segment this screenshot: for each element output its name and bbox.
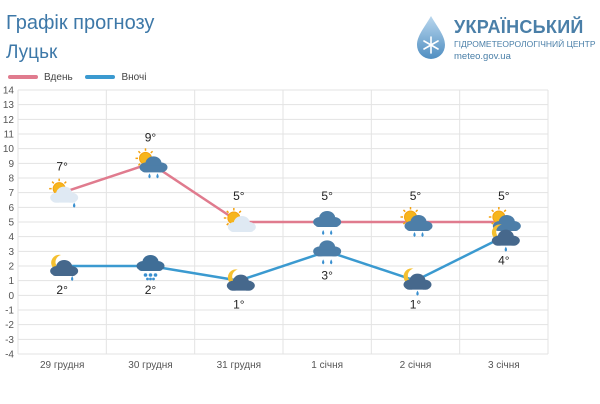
data-label-night: 2° [145, 283, 157, 297]
data-label-night: 2° [56, 283, 68, 297]
x-tick-label: 1 січня [311, 360, 343, 371]
data-label-day: 7° [56, 160, 68, 174]
cloud-rain-icon [313, 211, 342, 235]
hydromet-logo[interactable]: УКРАЇНСЬКИЙ ГІДРОМЕТЕОРОЛОГІЧНИЙ ЦЕНТР m… [414, 14, 596, 66]
legend-swatch-night [85, 75, 116, 79]
x-tick-label: 30 грудня [128, 360, 172, 371]
moon-cloud-rain-icon [491, 224, 520, 252]
y-tick-label: 13 [3, 100, 15, 111]
moon-cloud-drizzle-icon [50, 254, 79, 281]
logo-url[interactable]: meteo.gov.ua [454, 51, 511, 62]
chart-legend: Вдень Вночі [8, 71, 156, 85]
x-tick-label: 29 грудня [40, 360, 84, 371]
y-tick-label: 5 [8, 218, 14, 229]
y-tick-label: 9 [8, 159, 14, 170]
y-tick-label: -4 [5, 350, 14, 361]
data-label-day: 5° [321, 189, 333, 203]
page-title: Графік прогнозу [6, 12, 155, 34]
y-tick-label: 8 [8, 174, 14, 185]
y-tick-label: 2 [8, 262, 14, 273]
sun-cloud-rain-icon [135, 148, 168, 179]
y-tick-label: 7 [8, 188, 14, 199]
city-name: Луцьк [6, 42, 58, 63]
y-tick-label: -2 [5, 320, 14, 331]
data-label-night: 4° [498, 254, 510, 268]
x-tick-label: 3 січня [488, 360, 520, 371]
partly-cloudy-drizzle-icon [49, 178, 79, 208]
y-tick-label: -3 [5, 335, 14, 346]
logo-name: УКРАЇНСЬКИЙ [454, 17, 584, 37]
series-line-night [62, 235, 505, 282]
y-tick-label: -1 [5, 306, 14, 317]
logo-subtitle: ГІДРОМЕТЕОРОЛОГІЧНИЙ ЦЕНТР [454, 39, 596, 49]
moon-cloud-icon [226, 269, 255, 291]
sun-behind-cloud-icon [223, 208, 256, 232]
legend-label-day: Вдень [44, 71, 73, 83]
cloud-rain-icon [313, 240, 342, 265]
data-label-night: 1° [410, 298, 422, 312]
legend-swatch-day [8, 75, 38, 79]
legend-label-night: Вночі [121, 71, 147, 83]
y-tick-label: 11 [4, 130, 15, 141]
legend-item-night[interactable]: Вночі [85, 72, 146, 83]
data-label-night: 1° [233, 298, 245, 312]
y-tick-label: 3 [8, 247, 14, 258]
data-label-day: 5° [410, 189, 422, 203]
grid [17, 89, 549, 355]
x-tick-label: 31 грудня [217, 360, 261, 371]
series-line-day [61, 162, 504, 224]
y-tick-label: 10 [3, 144, 15, 155]
y-tick-label: 4 [8, 232, 14, 243]
x-tick-label: 2 січня [400, 360, 432, 371]
moon-cloud-rain-icon [403, 268, 432, 296]
y-tick-label: 12 [3, 115, 15, 126]
legend-item-day[interactable]: Вдень [8, 72, 73, 83]
droplet-snowflake-icon [417, 16, 445, 59]
y-tick-label: 14 [3, 86, 15, 97]
sun-cloud-rain-icon [400, 207, 433, 237]
data-label-day: 5° [233, 189, 245, 203]
data-label-day: 5° [498, 189, 510, 203]
data-label-day: 9° [145, 130, 157, 144]
y-tick-label: 1 [8, 276, 14, 287]
y-tick-label: 0 [8, 291, 14, 302]
y-tick-label: 6 [8, 203, 14, 214]
data-label-night: 3° [321, 268, 333, 282]
cloud-snow-icon [136, 255, 165, 281]
